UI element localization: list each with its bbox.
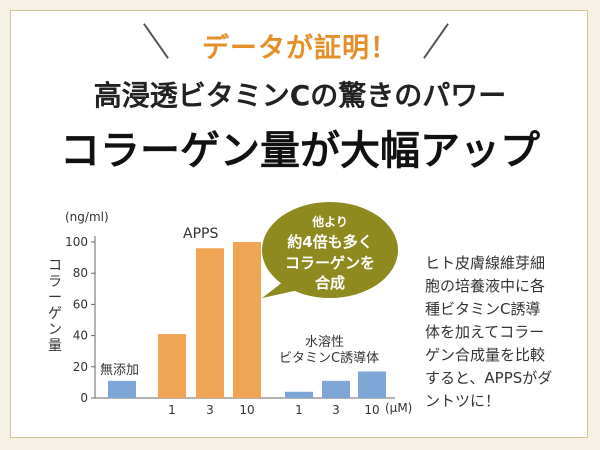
- bar-1-2: [233, 242, 261, 398]
- bar-2-0: [285, 391, 313, 398]
- y-axis-label-char: ゲ: [48, 306, 62, 322]
- y-tick-label: 20: [73, 360, 88, 374]
- bar-0-0: [108, 380, 136, 398]
- bar-1-1: [196, 248, 224, 398]
- side-note-line: すると、APPSがダ: [425, 369, 553, 387]
- y-tick-label: 0: [80, 391, 88, 405]
- side-note-line: 胞の培養液中に各: [425, 277, 546, 295]
- x-tick-label: 1: [295, 403, 303, 417]
- bar-2-1: [322, 380, 350, 398]
- callout-line-4: 合成: [314, 274, 345, 292]
- y-axis-label-char: コ: [48, 258, 62, 274]
- kicker-text: データが証明！: [202, 33, 398, 64]
- title-line-1: 高浸透ビタミンCの驚きのパワー: [93, 79, 507, 112]
- callout-line-3: コラーゲンを: [285, 254, 375, 272]
- side-note-line: ゲン合成量を比較: [425, 346, 546, 364]
- group-label-apps: APPS: [183, 226, 218, 242]
- side-note-line: 体を加えてコラー: [425, 323, 545, 341]
- y-tick-label: 60: [73, 297, 88, 311]
- callout-line-2: 約4倍も多く: [287, 233, 372, 251]
- title-line-2: コラーゲン量が大幅アップ: [60, 127, 540, 174]
- y-tick-label: 100: [65, 235, 88, 249]
- x-tick-label: 10: [364, 403, 379, 417]
- y-tick-label: 40: [73, 329, 88, 343]
- bars: [108, 242, 386, 398]
- callout-line-1: 他より: [311, 214, 348, 229]
- x-tick-label: 3: [332, 403, 340, 417]
- x-tick-label: 3: [206, 403, 214, 417]
- callout-bubble: 他より 約4倍も多く コラーゲンを 合成: [262, 202, 398, 298]
- y-ticks: 0 20 40 60 80 100: [65, 235, 95, 405]
- side-note: ヒト皮膚線維芽細 胞の培養液中に各 種ビタミンC誘導 体を加えてコラー ゲン合成量を比較…: [425, 252, 590, 413]
- y-axis-label-char: ラ: [48, 274, 62, 290]
- group-label-water-2: ビタミンC誘導体: [279, 351, 379, 366]
- y-axis-label-char: ン: [48, 322, 62, 338]
- group-label-none: 無添加: [100, 363, 139, 378]
- y-axis-label-char: ー: [48, 290, 62, 306]
- bar-1-0: [158, 334, 186, 398]
- y-axis-label: コラーゲン量: [48, 258, 62, 354]
- x-tick-label: 1: [168, 403, 176, 417]
- side-note-line: 種ビタミンC誘導: [425, 300, 541, 318]
- side-note-line: ヒト皮膚線維芽細: [425, 254, 546, 272]
- side-note-line: ントツに！: [425, 392, 501, 410]
- x-tick-labels: 1 3 10 1 3 10: [168, 403, 379, 417]
- x-unit-label: (μM): [385, 401, 412, 415]
- y-axis-label-char: 量: [48, 338, 62, 354]
- group-label-water-1: 水溶性: [305, 335, 344, 350]
- y-tick-label: 80: [73, 266, 88, 280]
- y-unit-label: (ng/ml): [65, 210, 109, 224]
- x-tick-label: 10: [239, 403, 254, 417]
- callout-ellipse: [262, 202, 398, 298]
- bar-2-2: [358, 371, 386, 398]
